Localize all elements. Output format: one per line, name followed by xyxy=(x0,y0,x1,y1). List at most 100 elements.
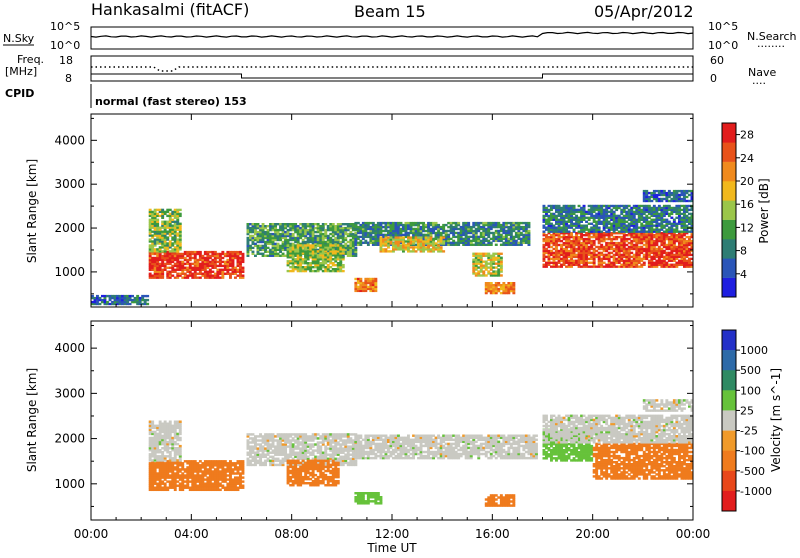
range-cell xyxy=(628,246,631,248)
range-cell xyxy=(665,205,668,207)
range-cell xyxy=(500,224,503,226)
range-cell xyxy=(450,222,453,224)
range-cell xyxy=(387,230,390,232)
range-cell xyxy=(149,209,152,211)
range-cell xyxy=(668,205,671,207)
range-cell xyxy=(342,264,345,266)
range-cell xyxy=(588,246,591,248)
range-cell xyxy=(688,231,691,233)
range-cell xyxy=(171,466,174,468)
range-cell xyxy=(570,232,573,234)
range-cell xyxy=(417,222,420,224)
range-cell xyxy=(425,246,428,248)
range-cell xyxy=(191,466,194,468)
range-cell xyxy=(613,205,616,207)
range-cell xyxy=(294,223,297,225)
range-cell xyxy=(189,251,192,253)
range-cell xyxy=(410,222,413,224)
range-cell xyxy=(334,225,337,227)
range-cell xyxy=(359,224,362,226)
range-cell xyxy=(229,466,232,468)
range-cell xyxy=(219,277,222,279)
range-cell xyxy=(390,250,393,252)
range-cell xyxy=(545,219,548,221)
range-cell xyxy=(161,221,164,223)
range-cell xyxy=(159,227,162,229)
range-cell xyxy=(638,266,641,268)
range-cell xyxy=(282,253,285,255)
range-cell xyxy=(111,295,114,297)
range-cell xyxy=(252,247,255,249)
range-cell xyxy=(580,225,583,227)
range-cell xyxy=(645,190,648,192)
range-cell xyxy=(199,277,202,279)
range-cell xyxy=(209,460,212,462)
range-cell xyxy=(156,219,159,221)
range-cell xyxy=(415,244,418,246)
range-cell xyxy=(221,470,224,472)
range-cell xyxy=(264,241,267,243)
range-cell xyxy=(613,236,616,238)
range-cell xyxy=(665,252,668,254)
range-cell xyxy=(226,466,229,468)
range-cell xyxy=(151,466,154,468)
range-cell xyxy=(660,248,663,250)
range-cell xyxy=(550,213,553,215)
range-cell xyxy=(618,236,621,238)
range-cell xyxy=(204,257,207,259)
range-cell xyxy=(688,209,691,211)
range-cell xyxy=(166,251,169,253)
range-cell xyxy=(605,238,608,240)
range-cell xyxy=(595,250,598,252)
range-cell xyxy=(264,231,267,233)
range-cell xyxy=(364,278,367,280)
range-cell xyxy=(206,470,209,472)
range-cell xyxy=(588,205,591,207)
range-cell xyxy=(382,222,385,224)
range-cell xyxy=(663,219,666,221)
range-cell xyxy=(590,227,593,229)
nave-tick-top: 60 xyxy=(710,54,724,67)
range-cell xyxy=(214,470,217,472)
colorbar-tick-label: 28 xyxy=(740,129,754,142)
range-cell xyxy=(470,236,473,238)
range-cell xyxy=(550,250,553,252)
freq-panel-frame xyxy=(91,56,693,81)
range-cell xyxy=(588,262,591,264)
range-cell xyxy=(487,263,490,265)
freq-tick-bottom: 8 xyxy=(65,72,72,85)
power-region-10 xyxy=(543,205,694,233)
range-cell xyxy=(186,460,189,462)
range-cell xyxy=(686,240,689,242)
range-cell xyxy=(156,472,159,474)
range-cell xyxy=(595,266,598,268)
range-cell xyxy=(480,240,483,242)
range-cell xyxy=(164,462,167,464)
range-cell xyxy=(568,225,571,227)
range-cell xyxy=(154,489,157,491)
range-cell xyxy=(382,234,385,236)
range-cell xyxy=(638,205,641,207)
range-cell xyxy=(645,231,648,233)
range-cell xyxy=(578,231,581,233)
range-cell xyxy=(174,483,177,485)
range-cell xyxy=(568,260,571,262)
range-cell xyxy=(615,205,618,207)
range-cell xyxy=(304,266,307,268)
range-cell xyxy=(495,263,498,265)
range-cell xyxy=(161,480,164,482)
range-cell xyxy=(214,468,217,470)
range-cell xyxy=(563,242,566,244)
range-cell xyxy=(643,190,646,192)
range-cell xyxy=(354,282,357,284)
range-cell xyxy=(633,205,636,207)
range-cell xyxy=(615,236,618,238)
range-cell xyxy=(588,209,591,211)
range-cell xyxy=(593,215,596,217)
range-cell xyxy=(588,223,591,225)
range-cell xyxy=(176,466,179,468)
range-cell xyxy=(653,205,656,207)
range-cell xyxy=(211,483,214,485)
range-cell xyxy=(495,222,498,224)
